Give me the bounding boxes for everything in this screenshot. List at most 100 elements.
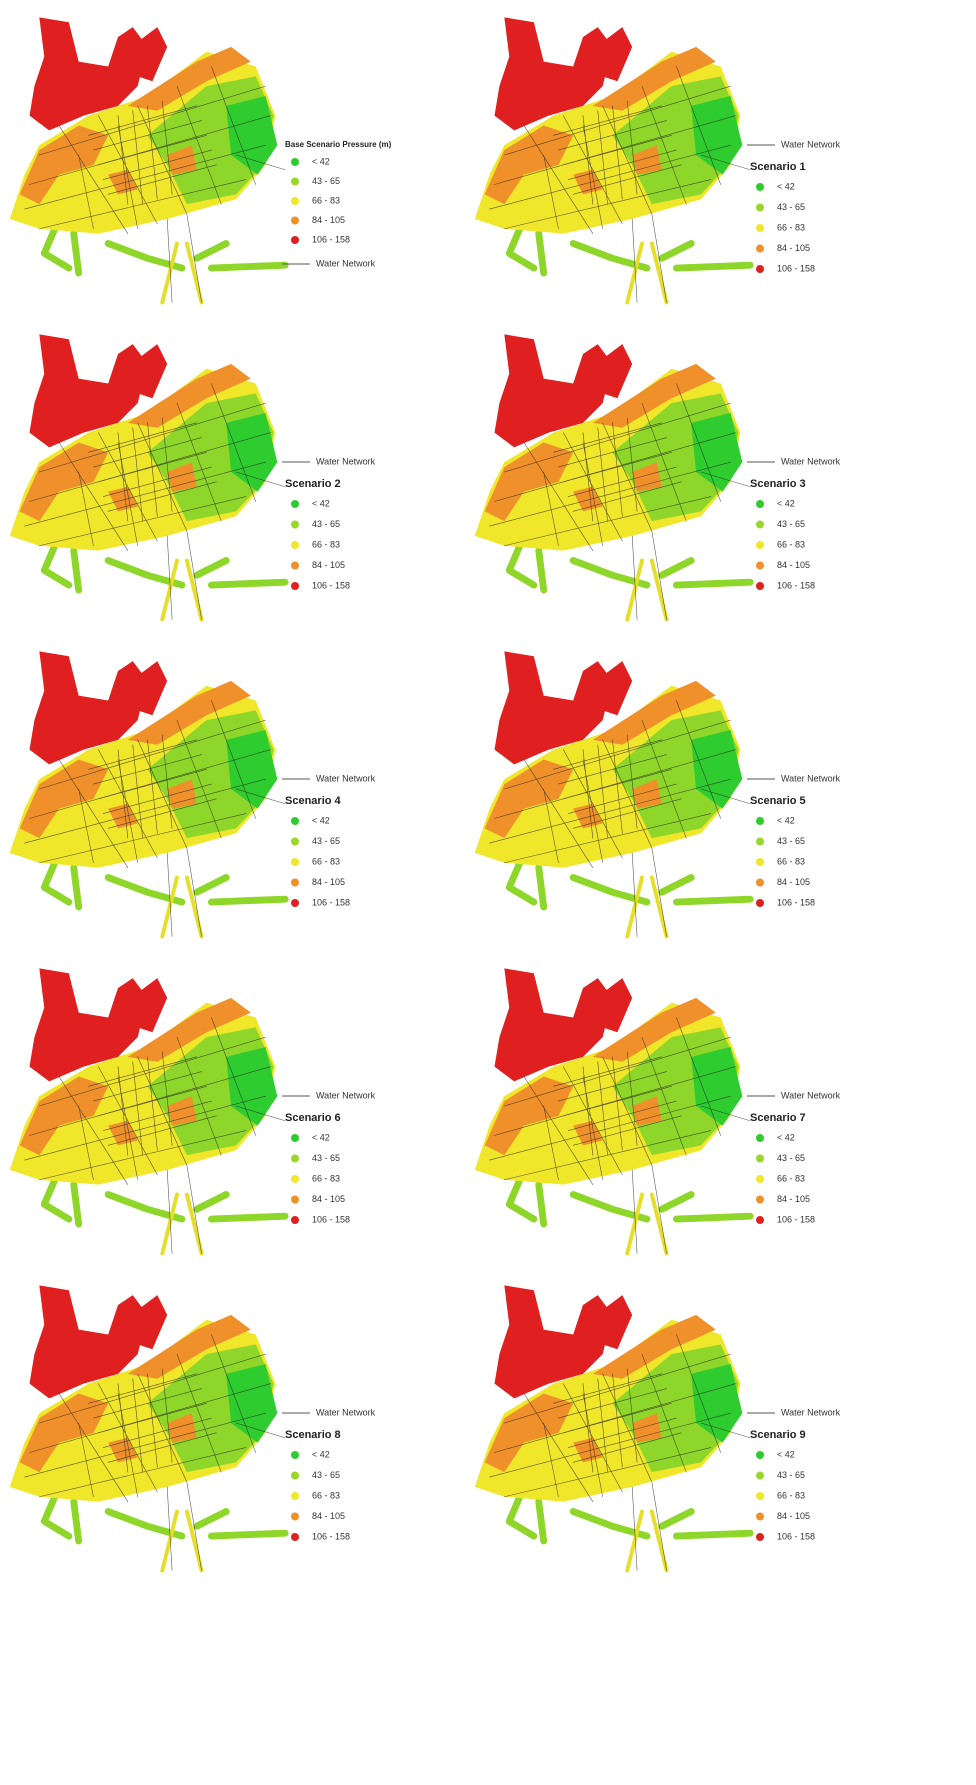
network-label: Water Network [781, 456, 841, 466]
legend-label: < 42 [312, 156, 330, 166]
legend-label: 66 - 83 [777, 222, 805, 232]
legend-symbol [291, 562, 299, 570]
legend-symbol [291, 1155, 299, 1163]
legend-label: 66 - 83 [312, 539, 340, 549]
legend-symbol [756, 1216, 764, 1224]
pressure-map [475, 1285, 750, 1570]
legend-label: 84 - 105 [312, 1511, 345, 1521]
legend-label: < 42 [312, 815, 330, 825]
legend-symbol [756, 1492, 764, 1500]
legend-symbol [756, 1196, 764, 1204]
legend-title: Scenario 1 [750, 161, 806, 173]
legend-symbol [291, 1492, 299, 1500]
legend-label: 106 - 158 [777, 1531, 815, 1541]
legend-symbol [291, 521, 299, 529]
legend-symbol [291, 899, 299, 907]
legend-symbol [291, 1513, 299, 1521]
legend-label: < 42 [777, 1132, 795, 1142]
legend-symbol [291, 500, 299, 508]
legend-label: 66 - 83 [312, 195, 340, 205]
legend-symbol [291, 541, 299, 549]
legend-symbol [756, 1472, 764, 1480]
legend-title: Scenario 6 [285, 1112, 341, 1124]
network-label: Water Network [316, 258, 376, 268]
legend-title: Scenario 3 [750, 478, 806, 490]
legend-label: 84 - 105 [312, 877, 345, 887]
legend-title: Scenario 5 [750, 795, 806, 807]
legend-symbol [756, 1134, 764, 1142]
legend-symbol [756, 562, 764, 570]
network-label: Water Network [316, 1407, 376, 1417]
legend-symbol [756, 582, 764, 590]
pressure-map [10, 968, 285, 1253]
legend-title: Scenario 4 [285, 795, 342, 807]
legend-label: 106 - 158 [312, 234, 350, 244]
legend-label: < 42 [777, 181, 795, 191]
legend-symbol [291, 1175, 299, 1183]
legend-label: 66 - 83 [777, 856, 805, 866]
pressure-map [10, 334, 285, 619]
legend-symbol [291, 1216, 299, 1224]
legend-title: Scenario 9 [750, 1429, 806, 1441]
legend-label: 106 - 158 [777, 263, 815, 273]
legend-symbol [756, 879, 764, 887]
legend-symbol [291, 217, 299, 225]
legend-symbol [756, 1155, 764, 1163]
legend-label: 106 - 158 [312, 580, 350, 590]
legend-symbol [756, 521, 764, 529]
legend-label: < 42 [777, 498, 795, 508]
legend-symbol [291, 1472, 299, 1480]
legend-label: 43 - 65 [777, 836, 805, 846]
legend-label: 84 - 105 [777, 877, 810, 887]
legend-label: 43 - 65 [312, 1153, 340, 1163]
legend-label: 66 - 83 [777, 539, 805, 549]
legend-symbol [291, 178, 299, 186]
legend-title: Scenario 7 [750, 1112, 806, 1124]
pressure-map [475, 334, 750, 619]
legend-label: 43 - 65 [312, 1470, 340, 1480]
legend-symbol [291, 582, 299, 590]
pressure-map [475, 651, 750, 936]
legend-label: 84 - 105 [777, 1194, 810, 1204]
legend-title: Scenario 2 [285, 478, 341, 490]
legend-symbol [756, 1533, 764, 1541]
legend-label: 66 - 83 [312, 856, 340, 866]
network-label: Water Network [316, 456, 376, 466]
legend-symbol [756, 817, 764, 825]
legend-label: 66 - 83 [777, 1173, 805, 1183]
legend-label: < 42 [777, 815, 795, 825]
legend-symbol [756, 265, 764, 273]
legend-symbol [291, 858, 299, 866]
legend-label: < 42 [312, 498, 330, 508]
legend-label: 106 - 158 [777, 1214, 815, 1224]
legend-symbol [756, 838, 764, 846]
legend-label: 106 - 158 [777, 897, 815, 907]
legend-label: 84 - 105 [777, 243, 810, 253]
legend-symbol [756, 541, 764, 549]
legend-label: 66 - 83 [312, 1173, 340, 1183]
legend-symbol [756, 224, 764, 232]
legend-symbol [291, 1134, 299, 1142]
network-label: Water Network [316, 1090, 376, 1100]
legend-title: Scenario 8 [285, 1429, 341, 1441]
network-label: Water Network [316, 773, 376, 783]
legend-symbol [291, 1533, 299, 1541]
legend-label: 43 - 65 [777, 202, 805, 212]
legend-label: < 42 [777, 1449, 795, 1459]
legend-label: 84 - 105 [312, 215, 345, 225]
legend-symbol [756, 1175, 764, 1183]
legend-label: 66 - 83 [777, 1490, 805, 1500]
pressure-map [10, 651, 285, 936]
pressure-map [10, 1285, 285, 1570]
legend-symbol [291, 158, 299, 166]
legend-label: 84 - 105 [777, 560, 810, 570]
legend-symbol [756, 183, 764, 191]
legend-symbol [291, 236, 299, 244]
figure: Water NetworkBase Scenario Pressure (m)<… [0, 0, 976, 1785]
